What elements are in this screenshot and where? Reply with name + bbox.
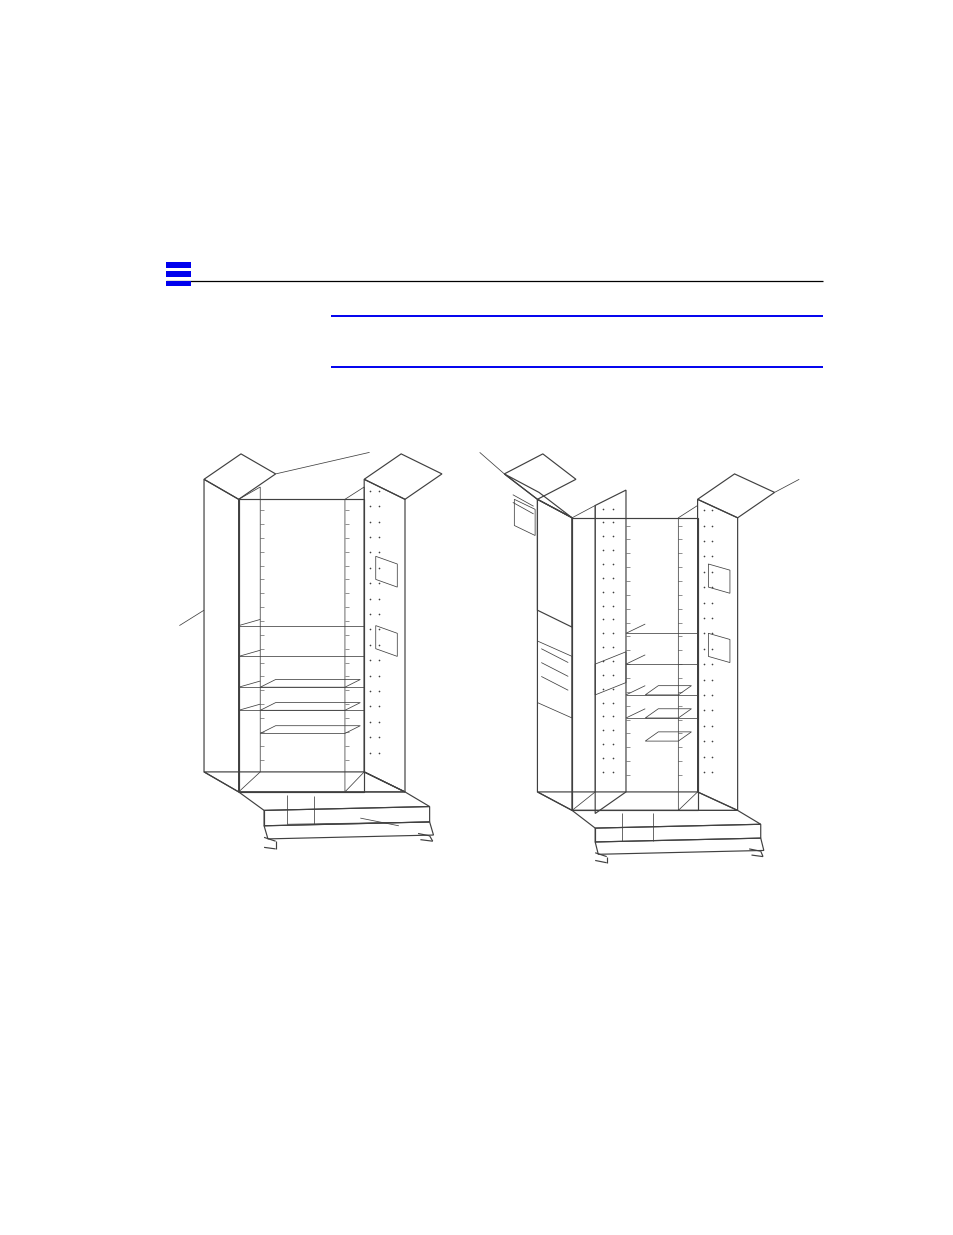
Bar bbox=[166, 280, 191, 287]
Bar bbox=[166, 262, 191, 268]
Bar bbox=[166, 272, 191, 277]
